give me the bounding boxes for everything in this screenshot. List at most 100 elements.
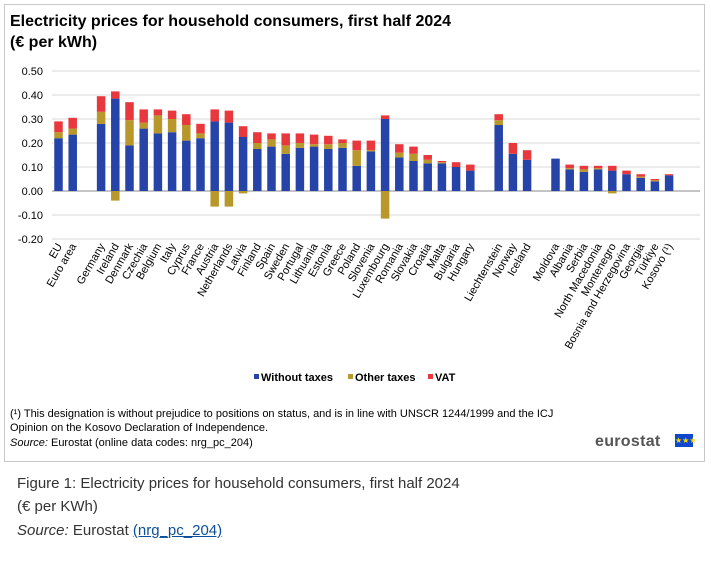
legend-label: Without taxes (261, 372, 333, 384)
bar-segment-other-taxes (210, 191, 219, 207)
bar-segment-vat (650, 179, 660, 181)
y-tick-label: 0.40 (22, 90, 43, 102)
bar-segment-vat (508, 143, 518, 154)
bar-segment-vat (593, 165, 603, 169)
bar-segment-other-taxes (352, 150, 361, 166)
bar-segment-without-taxes (352, 165, 361, 191)
caption-source-link[interactable]: (nrg_pc_204) (132, 522, 223, 539)
bar-segment-vat (295, 133, 305, 143)
bar-segment-other-taxes (96, 111, 106, 124)
legend-label: VAT (435, 372, 456, 384)
bar-segment-vat (324, 135, 333, 145)
bar-segment-without-taxes (111, 98, 120, 191)
bar-segment-without-taxes (139, 128, 148, 191)
bar-segment-without-taxes (622, 174, 631, 191)
caption-divider (4, 461, 705, 462)
caption-source-text: Eurostat (68, 522, 133, 539)
bar-segment-other-taxes (224, 191, 234, 207)
footnote-source-label: Source: (10, 437, 48, 449)
footnote-line1: (¹) This designation is without prejudic… (10, 408, 554, 420)
bar-segment-without-taxes (238, 137, 248, 191)
bar-segment-other-taxes (281, 145, 290, 154)
bar-segment-vat (423, 155, 432, 160)
y-tick-label: 0.10 (22, 162, 43, 174)
bar-segment-without-taxes (608, 170, 617, 191)
bar-segment-vat (253, 132, 262, 143)
bar-segment-without-taxes (96, 123, 106, 191)
legend-swatch-without-taxes (254, 374, 259, 379)
bar-segment-vat (125, 102, 134, 121)
caption-title: Figure 1: Electricity prices for househo… (17, 475, 460, 492)
footnote: (¹) This designation is without prejudic… (10, 408, 700, 435)
bar-segment-vat (437, 161, 447, 163)
bar-segment-other-taxes (338, 143, 347, 148)
bar-segment-without-taxes (593, 169, 603, 191)
bar-segment-without-taxes (338, 147, 347, 191)
bar-segment-vat (196, 123, 205, 134)
bar-segment-vat (68, 117, 77, 129)
bar-segment-vat (466, 164, 475, 171)
bar-segment-vat (494, 114, 503, 121)
bar-segment-vat (96, 96, 106, 112)
y-tick-label: 0.20 (22, 138, 43, 150)
eu-flag-icon: ★★★ (675, 434, 697, 447)
chart-title-line2: (€ per kWh) (10, 34, 98, 51)
bar-segment-other-taxes (125, 120, 134, 146)
bar-segment-vat (380, 115, 390, 119)
stacked-bar-chart: 0.50 0.40 0.30 0.20 0.10 0.00 -0.10 -0.20 EUEur… (18, 66, 700, 384)
caption-unit: (€ per KWh) (17, 498, 98, 515)
bar-segment-vat (281, 133, 290, 146)
bar-segment-other-taxes (309, 144, 319, 147)
eu-flag-stars: ★★★ (675, 436, 697, 445)
bar-segment-other-taxes (437, 162, 447, 164)
bar-segment-other-taxes (395, 152, 404, 158)
bar-segment-other-taxes (267, 139, 276, 147)
bar-segment-without-taxes (153, 133, 163, 191)
y-tick-label: -0.20 (18, 234, 43, 246)
bar-segment-other-taxes (182, 125, 191, 141)
bar-segment-other-taxes (593, 168, 603, 170)
bar-segment-vat (622, 170, 631, 175)
bar-segment-without-taxes (395, 157, 404, 191)
bar-segment-vat (664, 174, 674, 176)
bar-segment-without-taxes (182, 140, 191, 191)
bar-segment-without-taxes (167, 132, 177, 191)
footnote-source-text: Eurostat (online data codes: nrg_pc_204) (47, 437, 253, 449)
bar-segment-vat (224, 110, 234, 123)
footnote-line2: Opinion on the Kosovo Declaration of Ind… (10, 421, 269, 434)
bar-segment-without-taxes (650, 181, 660, 191)
bar-segment-other-taxes (68, 128, 77, 135)
bar-segment-without-taxes (380, 119, 390, 191)
y-axis-ticks: 0.50 0.40 0.30 0.20 0.10 0.00 -0.10 -0.20 (18, 66, 43, 246)
bar-segment-without-taxes (423, 163, 432, 191)
bar-segment-without-taxes (508, 153, 518, 191)
bar-segment-without-taxes (664, 175, 674, 191)
bar-segment-vat (238, 126, 248, 137)
bar-segment-other-taxes (423, 159, 432, 164)
bar-segment-without-taxes (409, 161, 418, 191)
y-tick-label: -0.10 (18, 210, 43, 222)
y-tick-label: 0.30 (22, 114, 43, 126)
bar-segment-other-taxes (153, 115, 163, 134)
legend-swatch-vat (428, 374, 433, 379)
bar-segment-vat (153, 109, 163, 116)
bar-segment-other-taxes (111, 191, 120, 201)
bar-segment-vat (522, 150, 532, 160)
bar-segment-vat (139, 109, 148, 123)
bar-segment-other-taxes (579, 169, 589, 172)
bar-segment-without-taxes (309, 146, 319, 191)
bar-segment-vat (182, 114, 191, 125)
bar-segment-other-taxes (139, 122, 148, 129)
bar-segment-without-taxes (210, 121, 219, 191)
bar-segment-other-taxes (650, 180, 660, 182)
bar-segment-vat (636, 174, 645, 177)
bar-segment-other-taxes (366, 150, 376, 152)
bar-segment-other-taxes (54, 132, 63, 139)
bar-segment-other-taxes (167, 119, 177, 133)
bar-segment-without-taxes (565, 169, 574, 191)
bar-segment-other-taxes (295, 143, 305, 148)
bar-segment-vat (395, 144, 404, 153)
bar-segment-vat (366, 140, 376, 151)
bar-segment-without-taxes (253, 149, 262, 191)
bar-segment-other-taxes (380, 191, 390, 219)
